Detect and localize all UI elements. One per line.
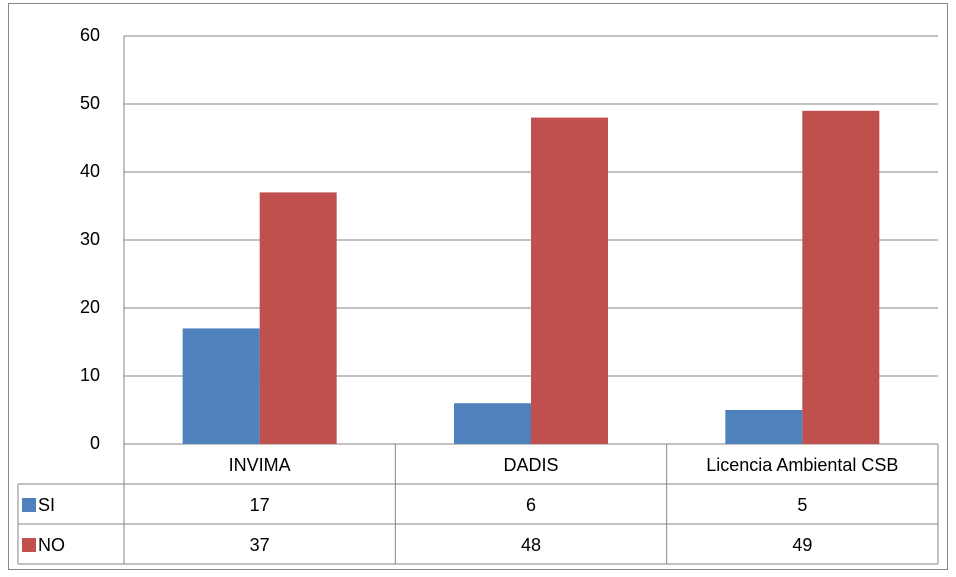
legend-label: SI [38, 495, 55, 515]
bar [182, 328, 260, 444]
y-tick-label: 0 [90, 433, 100, 453]
y-tick-label: 10 [80, 365, 100, 385]
y-tick-label: 20 [80, 297, 100, 317]
legend-label: NO [38, 535, 65, 555]
table-value: 5 [797, 495, 807, 515]
table-value: 48 [521, 535, 541, 555]
bar [454, 403, 531, 444]
table-value: 49 [792, 535, 812, 555]
legend-key [22, 538, 36, 552]
y-tick-label: 50 [80, 93, 100, 113]
bar [259, 192, 337, 444]
legend-key [22, 498, 36, 512]
y-tick-label: 40 [80, 161, 100, 181]
x-tick-label: DADIS [503, 455, 558, 475]
x-tick-label: INVIMA [229, 455, 291, 475]
chart-border [8, 3, 948, 570]
table-value: 6 [526, 495, 536, 515]
x-tick-label: Licencia Ambiental CSB [706, 455, 898, 475]
table-value: 37 [250, 535, 270, 555]
bar [531, 117, 608, 444]
y-tick-label: 30 [80, 229, 100, 249]
y-tick-label: 60 [80, 25, 100, 45]
bar [802, 110, 880, 445]
bar [725, 410, 803, 444]
table-value: 17 [250, 495, 270, 515]
